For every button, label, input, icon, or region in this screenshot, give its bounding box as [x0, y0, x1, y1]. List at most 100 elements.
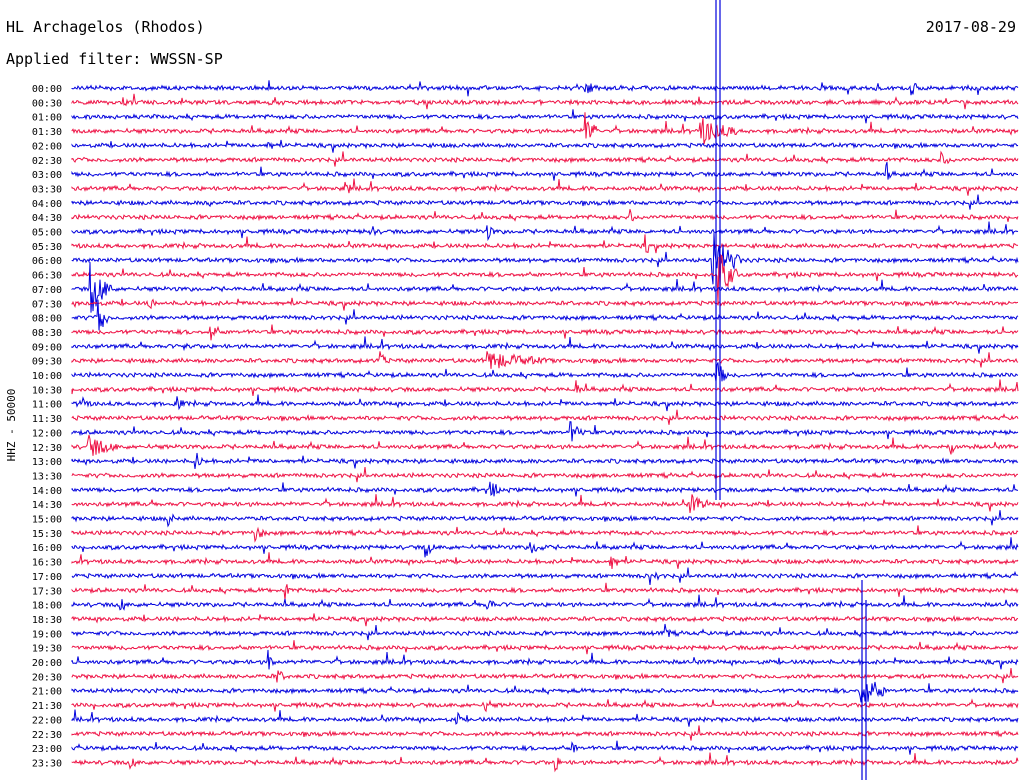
trace-row — [71, 209, 1019, 222]
trace-row — [71, 510, 1019, 528]
row-time-label: 14:30 — [32, 500, 62, 511]
row-time-label: 09:00 — [32, 342, 62, 353]
filter-label: Applied filter: WWSSN-SP — [6, 50, 223, 68]
trace-row — [71, 232, 1019, 285]
trace-row — [71, 752, 1019, 773]
trace-row — [71, 262, 1019, 313]
row-time-label: 12:30 — [32, 443, 62, 454]
trace-row — [71, 525, 1019, 543]
row-time-label: 10:00 — [32, 371, 62, 382]
trace-row — [71, 234, 1019, 254]
trace-row — [71, 351, 1019, 369]
trace-row — [71, 594, 1019, 611]
y-axis-label: HHZ - 50000 — [5, 389, 18, 462]
row-time-label: 20:30 — [32, 672, 62, 683]
row-time-label: 19:30 — [32, 644, 62, 655]
trace-row — [71, 80, 1019, 97]
trace-row — [71, 112, 1019, 145]
row-time-label: 10:30 — [32, 385, 62, 396]
trace-row — [71, 254, 1019, 304]
trace-row — [71, 649, 1019, 670]
row-time-label: 17:30 — [32, 586, 62, 597]
row-time-label: 08:30 — [32, 328, 62, 339]
trace-row — [71, 109, 1019, 124]
trace-row — [71, 537, 1019, 558]
row-time-label: 06:30 — [32, 271, 62, 282]
trace-row — [71, 467, 1019, 483]
trace-row — [71, 567, 1019, 585]
row-time-label: 14:00 — [32, 486, 62, 497]
trace-row — [71, 452, 1019, 469]
row-time-label: 15:30 — [32, 529, 62, 540]
trace-row — [71, 178, 1019, 196]
trace-row — [71, 434, 1019, 456]
row-time-label: 16:30 — [32, 558, 62, 569]
row-time-label: 23:30 — [32, 758, 62, 769]
trace-row — [71, 336, 1019, 354]
trace-row — [71, 150, 1019, 167]
trace-row — [71, 194, 1019, 210]
trace-row — [71, 725, 1019, 741]
trace-row — [71, 582, 1019, 601]
station-title: HL Archagelos (Rhodos) — [6, 18, 205, 36]
row-time-label: 20:00 — [32, 658, 62, 669]
row-time-label: 11:00 — [32, 400, 62, 411]
row-time-label: 17:00 — [32, 572, 62, 583]
trace-row — [71, 362, 1019, 382]
row-time-label: 01:00 — [32, 113, 62, 124]
row-time-label: 12:00 — [32, 428, 62, 439]
trace-row — [71, 297, 1019, 311]
trace-group — [71, 0, 1019, 780]
row-time-label: 09:30 — [32, 357, 62, 368]
date-label: 2017-08-29 — [925, 18, 1016, 36]
trace-row — [71, 613, 1019, 627]
trace-row — [71, 640, 1019, 655]
trace-row — [71, 494, 1019, 513]
trace-row — [71, 667, 1019, 684]
row-time-label: 05:00 — [32, 228, 62, 239]
row-time-label: 07:30 — [32, 299, 62, 310]
row-time-label: 05:30 — [32, 242, 62, 253]
row-time-label: 04:30 — [32, 213, 62, 224]
trace-row — [71, 421, 1019, 442]
row-time-label: 18:30 — [32, 615, 62, 626]
row-time-label: 03:00 — [32, 170, 62, 181]
trace-row — [71, 623, 1019, 641]
row-time-label: 02:00 — [32, 141, 62, 152]
row-time-label: 02:30 — [32, 156, 62, 167]
trace-row — [71, 409, 1019, 425]
row-time-label: 22:30 — [32, 730, 62, 741]
row-time-label: 21:00 — [32, 687, 62, 698]
trace-row — [71, 221, 1019, 242]
row-time-label: 19:00 — [32, 629, 62, 640]
trace-row — [71, 709, 1019, 727]
row-time-label: 07:00 — [32, 285, 62, 296]
row-time-label: 18:00 — [32, 601, 62, 612]
row-time-label: 21:30 — [32, 701, 62, 712]
row-time-label: 03:30 — [32, 184, 62, 195]
trace-row — [71, 698, 1019, 713]
row-time-label: 15:00 — [32, 515, 62, 526]
trace-row — [71, 299, 1019, 331]
row-label-group: 00:00 00:30 01:00 01:30 02:00 02:30 03:00 03:30… — [32, 84, 62, 769]
trace-row — [71, 93, 1019, 110]
trace-row — [71, 481, 1019, 497]
trace-row — [71, 379, 1019, 396]
row-time-label: 06:00 — [32, 256, 62, 267]
trace-row — [71, 552, 1019, 569]
trace-row — [71, 324, 1019, 341]
trace-row — [71, 681, 1019, 703]
row-time-label: 00:30 — [32, 98, 62, 109]
trace-row — [71, 394, 1019, 412]
row-time-label: 01:30 — [32, 127, 62, 138]
row-time-label: 23:00 — [32, 744, 62, 755]
trace-row — [71, 139, 1019, 153]
row-time-label: 11:30 — [32, 414, 62, 425]
row-time-label: 22:00 — [32, 715, 62, 726]
row-time-label: 16:00 — [32, 543, 62, 554]
row-time-label: 13:30 — [32, 471, 62, 482]
row-time-label: 00:00 — [32, 84, 62, 95]
row-time-label: 13:00 — [32, 457, 62, 468]
trace-row — [71, 162, 1018, 181]
